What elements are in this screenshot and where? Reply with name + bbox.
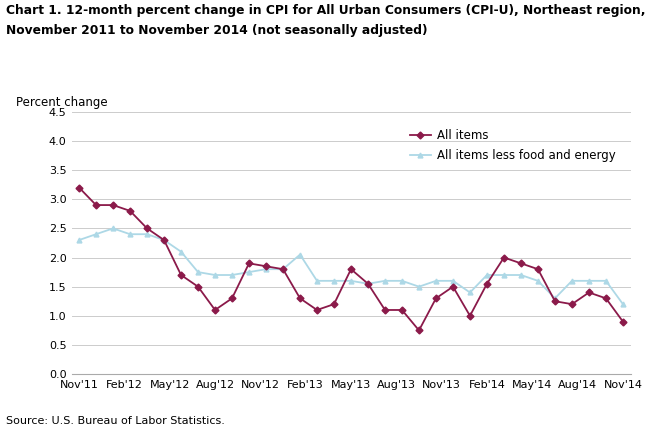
All items less food and energy	[279, 267, 287, 272]
All items less food and energy	[602, 278, 610, 283]
All items less food and energy	[500, 273, 508, 278]
All items less food and energy	[381, 278, 389, 283]
All items less food and energy	[211, 273, 219, 278]
All items less food and energy	[568, 278, 576, 283]
All items	[483, 281, 491, 286]
All items less food and energy	[262, 267, 270, 272]
All items less food and energy	[619, 301, 627, 307]
All items	[347, 267, 355, 272]
All items less food and energy	[228, 273, 236, 278]
Text: Source: U.S. Bureau of Labor Statistics.: Source: U.S. Bureau of Labor Statistics.	[6, 416, 226, 426]
All items less food and energy	[517, 273, 525, 278]
All items	[517, 261, 525, 266]
All items	[534, 267, 542, 272]
All items less food and energy	[466, 290, 474, 295]
Text: November 2011 to November 2014 (not seasonally adjusted): November 2011 to November 2014 (not seas…	[6, 24, 428, 37]
All items	[92, 203, 100, 208]
All items less food and energy	[194, 270, 202, 275]
All items	[551, 299, 559, 304]
All items less food and energy	[296, 252, 304, 257]
All items	[194, 284, 202, 289]
All items	[211, 307, 219, 313]
All items less food and energy	[415, 284, 423, 289]
All items	[109, 203, 117, 208]
All items	[415, 328, 423, 333]
All items less food and energy	[585, 278, 593, 283]
All items less food and energy	[177, 249, 185, 254]
All items	[177, 273, 185, 278]
All items	[500, 255, 508, 260]
All items	[262, 264, 270, 269]
All items less food and energy	[313, 278, 321, 283]
All items less food and energy	[432, 278, 440, 283]
All items less food and energy	[143, 232, 151, 237]
All items less food and energy	[449, 278, 457, 283]
All items	[279, 267, 287, 272]
All items less food and energy	[330, 278, 338, 283]
All items less food and energy	[75, 237, 83, 243]
All items	[364, 281, 372, 286]
Line: All items less food and energy: All items less food and energy	[77, 226, 625, 307]
All items less food and energy	[551, 296, 559, 301]
All items less food and energy	[534, 278, 542, 283]
All items less food and energy	[109, 226, 117, 231]
All items	[568, 301, 576, 307]
All items	[75, 185, 83, 190]
Text: Chart 1. 12-month percent change in CPI for All Urban Consumers (CPI-U), Northea: Chart 1. 12-month percent change in CPI …	[6, 4, 646, 17]
All items	[126, 208, 134, 213]
All items	[296, 296, 304, 301]
All items	[330, 301, 338, 307]
All items less food and energy	[364, 281, 372, 286]
All items	[381, 307, 389, 313]
All items	[143, 226, 151, 231]
Line: All items: All items	[77, 185, 625, 333]
All items less food and energy	[245, 270, 253, 275]
All items	[602, 296, 610, 301]
All items	[160, 237, 168, 243]
All items	[313, 307, 321, 313]
All items	[245, 261, 253, 266]
All items	[228, 296, 236, 301]
All items	[466, 313, 474, 318]
All items less food and energy	[92, 232, 100, 237]
All items less food and energy	[347, 278, 355, 283]
All items less food and energy	[398, 278, 406, 283]
All items	[619, 319, 627, 324]
All items	[585, 290, 593, 295]
All items less food and energy	[160, 237, 168, 243]
Text: Percent change: Percent change	[16, 96, 107, 109]
All items	[398, 307, 406, 313]
All items	[449, 284, 457, 289]
Legend: All items, All items less food and energy: All items, All items less food and energ…	[406, 126, 619, 166]
All items less food and energy	[126, 232, 134, 237]
All items	[432, 296, 440, 301]
All items less food and energy	[483, 273, 491, 278]
